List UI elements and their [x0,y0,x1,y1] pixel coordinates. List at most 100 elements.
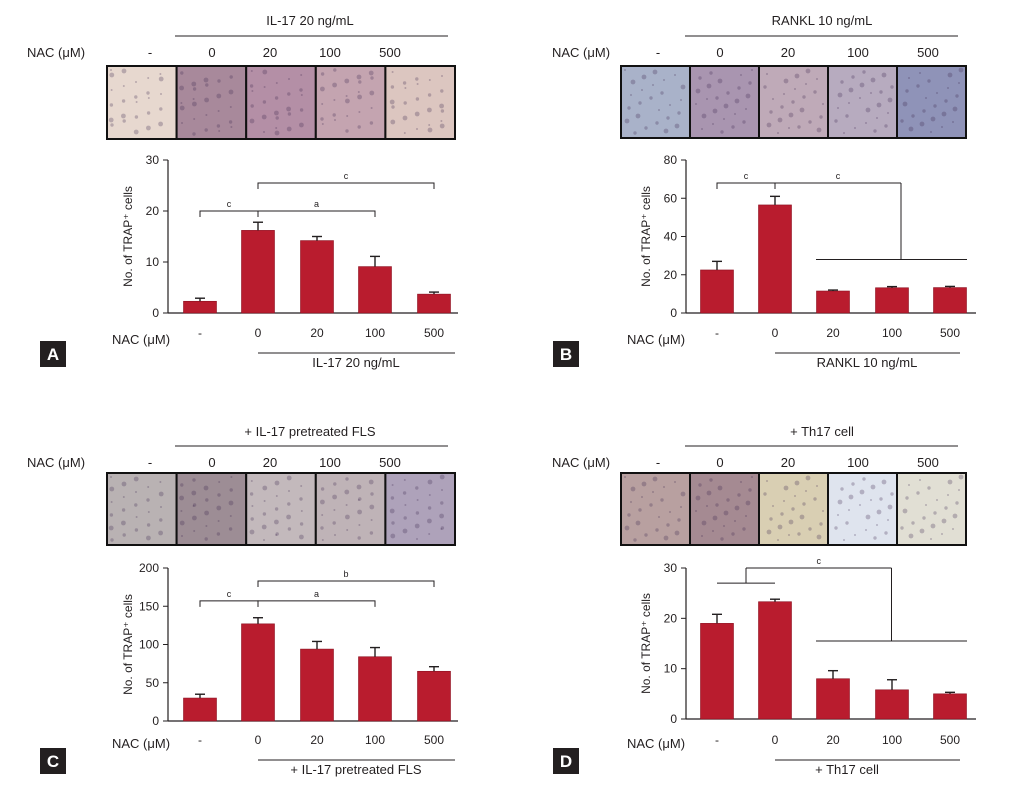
bracket-line [199,210,259,217]
cell-dot [788,127,790,129]
significance-label: a [314,199,319,209]
micrograph-3 [827,65,898,139]
cell-dot [428,124,431,126]
cell-dot [745,108,747,110]
cell-dot [109,513,114,517]
cell-dot [680,491,686,497]
cell-dot [390,496,395,500]
cell-dot [369,531,374,535]
cell-dot [345,129,349,133]
cell-dot [766,480,768,482]
cell-dot [217,520,220,522]
significance-label: c [836,171,841,181]
cell-dot [369,121,374,125]
cell-dot [635,113,641,119]
cell-dot [848,102,850,104]
cell-dot [652,491,654,493]
cell-dot [415,97,420,101]
top-nac-label: NAC (μM) [552,45,610,60]
cell-dot [263,86,266,88]
top-category-label: - [656,455,660,470]
top-nac-label: NAC (μM) [27,455,85,470]
cell-dot [870,92,872,94]
cell-dot [925,97,927,99]
cell-dot [641,89,643,91]
cell-dot [250,517,254,521]
cell-dot [649,503,653,507]
cell-dot [262,512,267,516]
bottom-condition-label: IL-17 20 ng/mL [312,355,399,370]
cell-dot [763,492,767,496]
bracket-line [199,600,259,607]
bar-2 [300,648,334,722]
top-category-label: 20 [781,455,795,470]
cell-dot [320,487,325,491]
cell-dot [641,496,643,498]
cell-dot [663,128,669,134]
cell-dot [908,77,910,79]
cell-dot [345,504,348,506]
bar-chart: 0 10 20 30 No. of TRAP⁺ cells c [639,556,976,726]
micrograph-0 [620,472,691,546]
cell-dot [655,528,659,532]
cell-dot [677,518,681,522]
significance-label: c [344,171,349,181]
top-condition-label: + Th17 cell [790,424,854,439]
y-tick-label: 0 [152,306,159,320]
cell-dot [181,535,183,537]
cell-dot [720,130,724,134]
cell-dot [218,130,221,132]
micrograph-0 [106,65,178,140]
significance-bracket: a [257,589,376,607]
bar-4 [933,287,967,314]
cell-dot [440,120,443,122]
cell-dot [843,132,845,134]
cell-dot [146,535,151,541]
cell-dot [357,536,361,540]
cell-dot [286,126,292,132]
top-nac-label: NAC (μM) [552,455,610,470]
cell-dot [217,110,220,112]
cell-dot [802,95,806,99]
cell-dot [834,119,838,123]
micrograph-3 [827,472,898,546]
top-category-label: 500 [917,45,939,60]
cell-dot [865,107,871,113]
cell-dot [783,78,789,84]
micrograph-1 [689,472,760,546]
top-category-label: - [148,45,152,60]
cell-dot [627,513,631,517]
cell-dot [766,73,768,75]
cell-dot [840,80,844,84]
cell-dot [179,520,185,526]
cell-dot [641,74,647,80]
cell-dot [320,117,324,121]
cell-dot [249,118,255,124]
cell-dot [146,125,151,131]
cell-dot [440,501,444,505]
cell-dot [110,476,112,478]
micrograph-2 [758,65,829,139]
cell-dot [192,478,196,482]
cell-dot [947,72,953,78]
cell-dot [706,505,708,507]
cell-dot [333,482,337,486]
micrograph-2 [245,65,317,140]
cell-dot [777,117,783,123]
top-condition-label: + IL-17 pretreated FLS [244,424,375,439]
cell-dot [887,504,893,510]
micrograph-0 [620,65,691,139]
significance-bracket: c [199,199,259,217]
cell-dot [368,70,374,76]
x-category-label: - [715,326,719,340]
significance-label: b [343,569,348,579]
cell-dot [624,118,630,124]
cell-dot [122,496,125,498]
cell-dot [415,77,419,81]
cell-dot [769,517,773,521]
cell-dot [191,81,197,87]
cell-dot [887,519,889,521]
cell-dot [955,94,959,98]
cell-dot [286,106,291,112]
cell-dot [300,485,303,487]
